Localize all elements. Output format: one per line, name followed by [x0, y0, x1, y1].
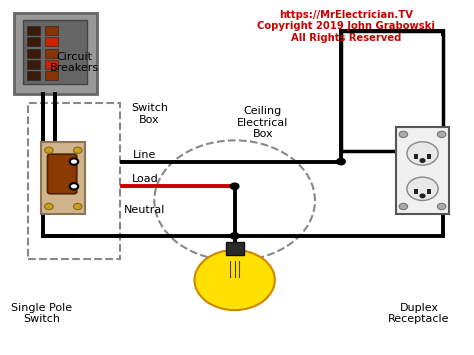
Circle shape: [438, 131, 446, 137]
Circle shape: [399, 131, 408, 137]
Circle shape: [407, 177, 438, 201]
FancyBboxPatch shape: [45, 71, 58, 80]
Circle shape: [407, 142, 438, 165]
FancyBboxPatch shape: [427, 189, 430, 194]
FancyBboxPatch shape: [45, 60, 58, 69]
FancyBboxPatch shape: [47, 154, 77, 194]
Circle shape: [420, 194, 425, 198]
FancyBboxPatch shape: [23, 20, 87, 84]
Circle shape: [420, 159, 425, 162]
FancyBboxPatch shape: [27, 38, 40, 46]
Circle shape: [70, 158, 78, 165]
FancyBboxPatch shape: [27, 49, 40, 58]
FancyBboxPatch shape: [396, 127, 449, 214]
FancyBboxPatch shape: [427, 154, 430, 159]
Circle shape: [230, 183, 239, 190]
FancyBboxPatch shape: [41, 142, 85, 214]
Text: Duplex
Receptacle: Duplex Receptacle: [388, 303, 450, 324]
Circle shape: [45, 203, 53, 210]
Text: Load: Load: [131, 174, 158, 184]
Circle shape: [337, 158, 345, 165]
Circle shape: [73, 203, 82, 210]
FancyBboxPatch shape: [226, 242, 244, 255]
Text: https://MrElectrician.TV
Copyright 2019 John Grabowski
All Rights Reserved: https://MrElectrician.TV Copyright 2019 …: [257, 10, 435, 43]
Circle shape: [194, 250, 275, 310]
Circle shape: [45, 147, 53, 153]
Text: Neutral: Neutral: [124, 205, 165, 215]
Circle shape: [399, 203, 408, 210]
FancyBboxPatch shape: [27, 71, 40, 80]
FancyBboxPatch shape: [414, 154, 418, 159]
FancyBboxPatch shape: [45, 26, 58, 35]
Circle shape: [438, 203, 446, 210]
Text: Single Pole
Switch: Single Pole Switch: [11, 303, 73, 324]
FancyBboxPatch shape: [14, 13, 97, 94]
Text: Line: Line: [133, 149, 156, 159]
FancyBboxPatch shape: [45, 38, 58, 46]
FancyBboxPatch shape: [414, 189, 418, 194]
Circle shape: [73, 147, 82, 153]
FancyBboxPatch shape: [341, 31, 443, 151]
FancyBboxPatch shape: [27, 26, 40, 35]
Circle shape: [230, 233, 239, 239]
Text: Circuit
Breakers: Circuit Breakers: [49, 52, 99, 73]
FancyBboxPatch shape: [45, 49, 58, 58]
Text: Ceiling
Electrical
Box: Ceiling Electrical Box: [237, 106, 289, 139]
Text: Switch
Box: Switch Box: [131, 103, 168, 125]
Circle shape: [70, 183, 78, 190]
FancyBboxPatch shape: [27, 60, 40, 69]
